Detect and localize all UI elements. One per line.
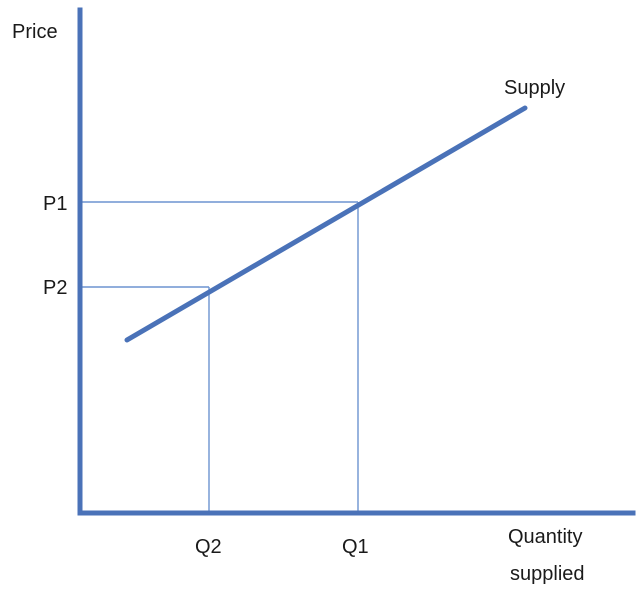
quantity-axis-label-line1: Quantity: [508, 526, 582, 548]
q2-tick-label: Q2: [195, 536, 222, 558]
q1-tick-label: Q1: [342, 536, 369, 558]
p1-tick-label: P1: [43, 193, 67, 215]
supply-line: [124, 105, 528, 343]
p2-tick-label: P2: [43, 277, 67, 299]
quantity-axis-label-line2: supplied: [510, 563, 585, 585]
supply-label: Supply: [504, 77, 565, 99]
price-axis-label: Price: [12, 21, 58, 43]
